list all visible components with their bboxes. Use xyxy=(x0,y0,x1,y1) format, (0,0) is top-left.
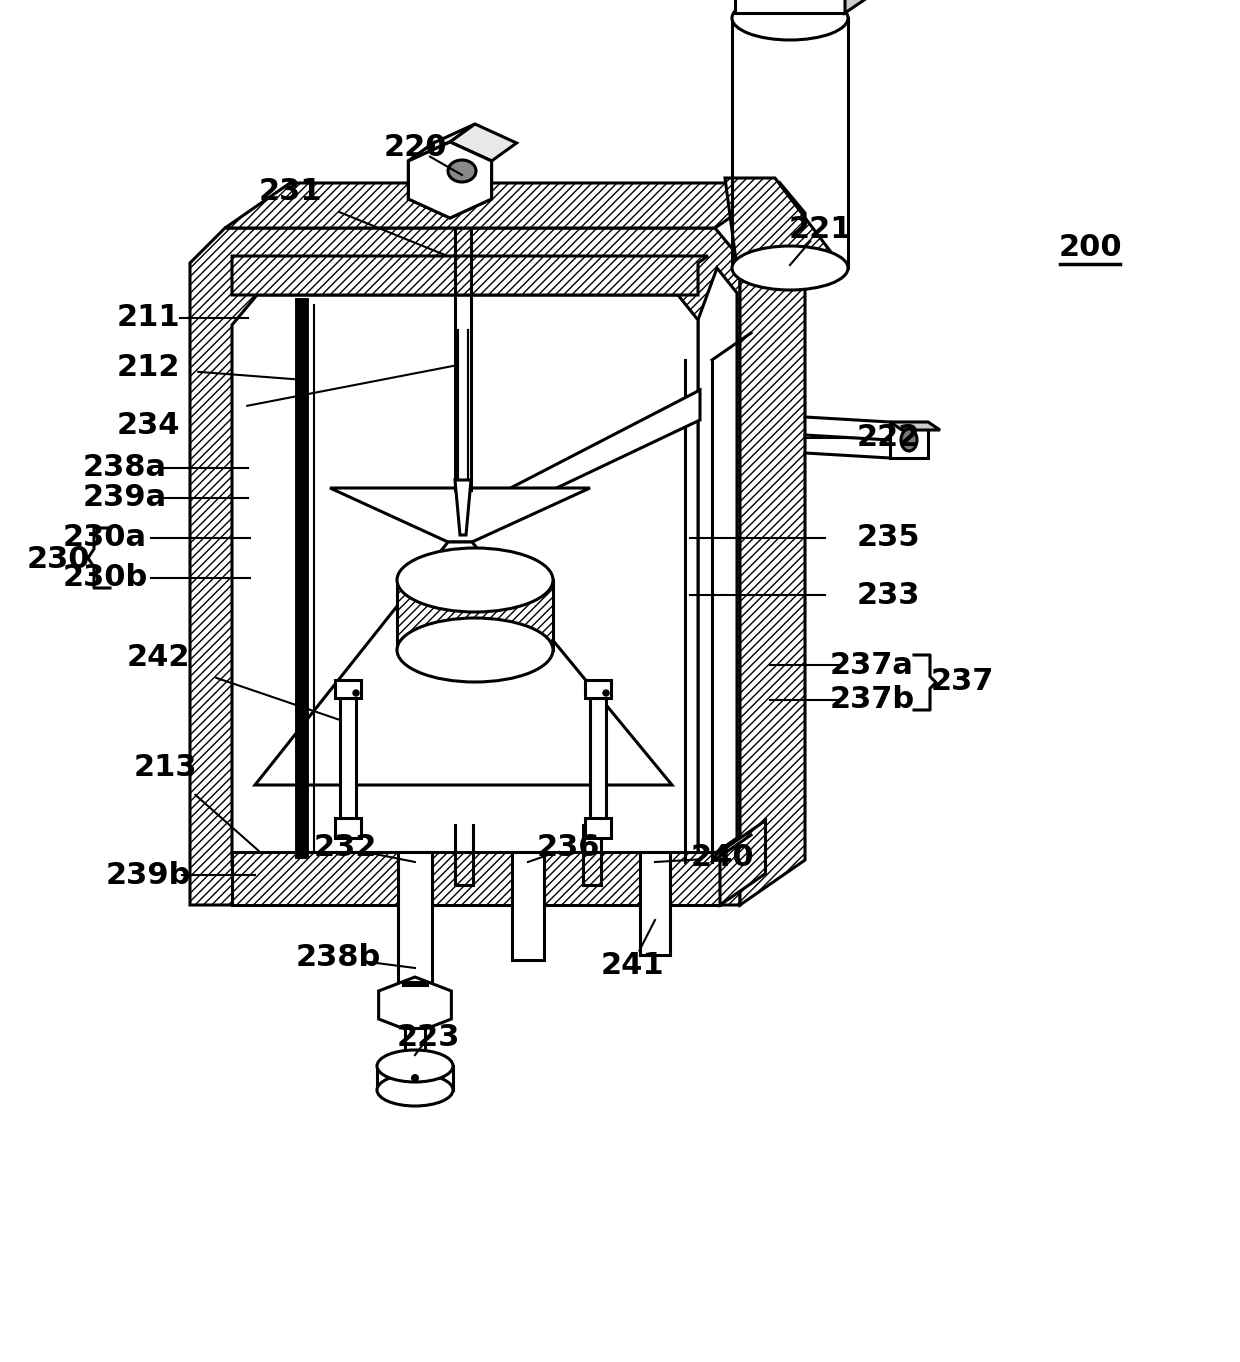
Text: 242: 242 xyxy=(126,643,190,673)
Text: 233: 233 xyxy=(857,580,920,610)
Circle shape xyxy=(353,691,360,696)
Polygon shape xyxy=(232,256,708,296)
Polygon shape xyxy=(405,1028,425,1064)
Text: 220: 220 xyxy=(383,133,446,162)
Text: 223: 223 xyxy=(397,1023,460,1053)
Polygon shape xyxy=(335,819,361,838)
Text: 234: 234 xyxy=(117,410,180,440)
Ellipse shape xyxy=(377,1075,453,1106)
Text: 200: 200 xyxy=(1058,233,1122,263)
Polygon shape xyxy=(224,183,780,227)
Ellipse shape xyxy=(397,548,553,612)
Circle shape xyxy=(410,1075,419,1081)
Polygon shape xyxy=(255,542,672,785)
Polygon shape xyxy=(890,422,940,430)
Text: 240: 240 xyxy=(691,843,754,873)
Polygon shape xyxy=(735,0,844,14)
Text: 241: 241 xyxy=(600,951,663,979)
Polygon shape xyxy=(725,178,843,268)
Polygon shape xyxy=(330,488,590,542)
Text: 237a: 237a xyxy=(830,651,914,680)
Polygon shape xyxy=(378,977,451,1032)
Ellipse shape xyxy=(732,247,848,290)
Text: 238b: 238b xyxy=(295,944,381,972)
Polygon shape xyxy=(467,390,701,530)
Polygon shape xyxy=(398,853,432,985)
Ellipse shape xyxy=(448,159,476,183)
Polygon shape xyxy=(585,819,611,838)
Text: 237: 237 xyxy=(930,667,993,696)
Text: 236: 236 xyxy=(536,834,600,862)
Ellipse shape xyxy=(901,429,918,451)
Ellipse shape xyxy=(397,618,553,682)
Text: 222: 222 xyxy=(857,424,920,452)
Text: 237b: 237b xyxy=(830,685,915,715)
Text: 239b: 239b xyxy=(105,861,191,889)
Polygon shape xyxy=(698,268,737,865)
Polygon shape xyxy=(408,142,491,218)
Text: 230: 230 xyxy=(26,546,89,575)
Polygon shape xyxy=(890,422,928,458)
Polygon shape xyxy=(408,124,475,161)
Polygon shape xyxy=(585,680,611,697)
Circle shape xyxy=(603,691,609,696)
Polygon shape xyxy=(640,853,670,955)
Polygon shape xyxy=(397,580,553,650)
Text: 231: 231 xyxy=(258,177,321,207)
Text: 213: 213 xyxy=(133,753,197,783)
Polygon shape xyxy=(335,680,361,697)
Polygon shape xyxy=(408,142,491,218)
Text: 235: 235 xyxy=(857,523,920,553)
Text: 239a: 239a xyxy=(83,484,167,512)
Polygon shape xyxy=(408,143,434,199)
Polygon shape xyxy=(232,853,720,904)
Text: 238a: 238a xyxy=(83,454,167,482)
Ellipse shape xyxy=(377,1050,453,1081)
Polygon shape xyxy=(844,0,867,14)
Polygon shape xyxy=(720,820,765,904)
Text: 221: 221 xyxy=(789,215,852,245)
Polygon shape xyxy=(232,296,698,865)
Polygon shape xyxy=(590,697,606,820)
Polygon shape xyxy=(450,124,517,161)
Text: 232: 232 xyxy=(314,834,377,862)
Polygon shape xyxy=(190,227,740,904)
Text: 230a: 230a xyxy=(63,523,148,553)
Text: 212: 212 xyxy=(117,354,180,383)
Polygon shape xyxy=(512,853,544,960)
Text: 230b: 230b xyxy=(62,564,148,592)
Polygon shape xyxy=(403,982,427,985)
Ellipse shape xyxy=(732,0,848,39)
Polygon shape xyxy=(340,697,356,820)
Polygon shape xyxy=(455,479,471,535)
Text: 211: 211 xyxy=(117,304,180,332)
Text: 200: 200 xyxy=(1058,233,1122,263)
Polygon shape xyxy=(740,183,805,904)
